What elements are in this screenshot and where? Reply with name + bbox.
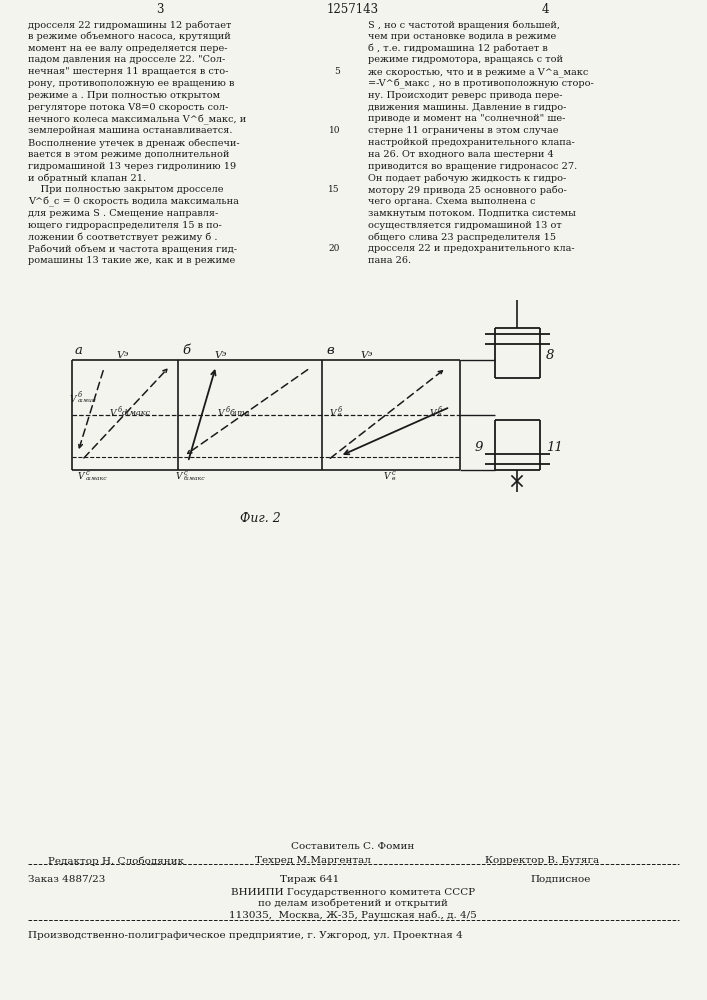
Text: б: б: [182, 344, 190, 357]
Text: V: V: [360, 351, 368, 360]
Text: S , но с частотой вращения большей,: S , но с частотой вращения большей,: [368, 20, 560, 29]
Text: 20: 20: [329, 244, 340, 253]
Text: Тираж 641: Тираж 641: [281, 875, 339, 884]
Text: V: V: [110, 409, 117, 418]
Text: ложении б соответствует режиму б .: ложении б соответствует режиму б .: [28, 232, 218, 242]
Text: режиме гидромотора, вращаясь с той: режиме гидромотора, вращаясь с той: [368, 55, 563, 64]
Text: общего слива 23 распределителя 15: общего слива 23 распределителя 15: [368, 232, 556, 242]
Text: а₁макс: а₁макс: [86, 476, 107, 481]
Text: в: в: [438, 412, 441, 417]
Text: с: с: [86, 469, 90, 477]
Text: Фиг. 2: Фиг. 2: [240, 512, 281, 525]
Text: и обратный клапан 21.: и обратный клапан 21.: [28, 173, 146, 183]
Text: ну. Происходит реверс привода пере-: ну. Происходит реверс привода пере-: [368, 91, 563, 100]
Text: нечная" шестерня 11 вращается в сто-: нечная" шестерня 11 вращается в сто-: [28, 67, 228, 76]
Text: При полностью закрытом дросселе: При полностью закрытом дросселе: [28, 185, 223, 194]
Text: V: V: [218, 409, 225, 418]
Text: вается в этом режиме дополнительной: вается в этом режиме дополнительной: [28, 150, 229, 159]
Text: замкнутым потоком. Подпитка системы: замкнутым потоком. Подпитка системы: [368, 209, 576, 218]
Text: э: э: [124, 350, 128, 358]
Text: d₁макс: d₁макс: [122, 409, 151, 417]
Text: Рабочий объем и частота вращения гид-: Рабочий объем и частота вращения гид-: [28, 244, 237, 254]
Text: V: V: [214, 351, 221, 360]
Text: чего органа. Схема выполнена с: чего органа. Схема выполнена с: [368, 197, 535, 206]
Text: рону, противоположную ее вращению в: рону, противоположную ее вращению в: [28, 79, 235, 88]
Text: 4: 4: [542, 3, 549, 16]
Text: 10: 10: [329, 126, 340, 135]
Text: в режиме объемного насоса, крутящий: в режиме объемного насоса, крутящий: [28, 32, 230, 41]
Text: 3: 3: [156, 3, 164, 16]
Text: V: V: [430, 409, 436, 418]
Text: осуществляется гидромашиной 13 от: осуществляется гидромашиной 13 от: [368, 221, 562, 230]
Text: ющего гидрораспределителя 15 в по-: ющего гидрораспределителя 15 в по-: [28, 221, 222, 230]
Text: Заказ 4887/23: Заказ 4887/23: [28, 875, 105, 884]
Text: 1257143: 1257143: [327, 3, 379, 16]
Text: Редактор Н. Слободяник: Редактор Н. Слободяник: [48, 856, 184, 865]
Text: б: б: [226, 406, 230, 414]
Text: б: б: [438, 406, 442, 414]
Text: 8: 8: [546, 349, 554, 362]
Text: настройкой предохранительного клапа-: настройкой предохранительного клапа-: [368, 138, 575, 147]
Text: а₁мин: а₁мин: [78, 398, 97, 403]
Text: Производственно-полиграфическое предприятие, г. Ужгород, ул. Проектная 4: Производственно-полиграфическое предприя…: [28, 931, 463, 940]
Text: 9: 9: [475, 441, 484, 454]
Text: стерне 11 ограничены в этом случае: стерне 11 ограничены в этом случае: [368, 126, 559, 135]
Text: режиме а . При полностью открытом: режиме а . При полностью открытом: [28, 91, 220, 100]
Text: в: в: [326, 344, 334, 357]
Text: пана 26.: пана 26.: [368, 256, 411, 265]
Text: Техред М.Маргентал: Техред М.Маргентал: [255, 856, 371, 865]
Text: V: V: [116, 351, 124, 360]
Text: приводится во вращение гидронасос 27.: приводится во вращение гидронасос 27.: [368, 162, 577, 171]
Text: на 26. От входного вала шестерни 4: на 26. От входного вала шестерни 4: [368, 150, 554, 159]
Text: мотору 29 привода 25 основного рабо-: мотору 29 привода 25 основного рабо-: [368, 185, 567, 195]
Text: момент на ее валу определяется пере-: момент на ее валу определяется пере-: [28, 44, 228, 53]
Text: б , т.е. гидромашина 12 работает в: б , т.е. гидромашина 12 работает в: [368, 44, 548, 53]
Text: чем при остановке водила в режиме: чем при остановке водила в режиме: [368, 32, 556, 41]
Text: V: V: [330, 409, 337, 418]
Text: дросселя 22 гидромашины 12 работает: дросселя 22 гидромашины 12 работает: [28, 20, 231, 29]
Text: приводе и момент на "солнечной" ше-: приводе и момент на "солнечной" ше-: [368, 114, 566, 123]
Text: V: V: [78, 472, 85, 481]
Text: дросселя 22 и предохранительного кла-: дросселя 22 и предохранительного кла-: [368, 244, 575, 253]
Text: падом давления на дросселе 22. "Сол-: падом давления на дросселе 22. "Сол-: [28, 55, 226, 64]
Text: э: э: [368, 350, 373, 358]
Text: б: б: [338, 406, 342, 414]
Text: Корректор В. Бутяга: Корректор В. Бутяга: [485, 856, 599, 865]
Text: с: с: [392, 469, 396, 477]
Text: 11: 11: [546, 441, 563, 454]
Text: =-V^б_макс , но в противоположную сторо-: =-V^б_макс , но в противоположную сторо-: [368, 79, 594, 89]
Text: по делам изобретений и открытий: по делам изобретений и открытий: [258, 899, 448, 908]
Text: гидромашиной 13 через гидролинию 19: гидромашиной 13 через гидролинию 19: [28, 162, 236, 171]
Text: движения машины. Давление в гидро-: движения машины. Давление в гидро-: [368, 103, 566, 112]
Text: с: с: [184, 469, 188, 477]
Text: б: б: [78, 391, 82, 399]
Text: а: а: [75, 344, 83, 357]
Text: б₁макс: б₁макс: [184, 476, 206, 481]
Text: V: V: [70, 395, 76, 404]
Text: ВНИИПИ Государственного комитета СССР: ВНИИПИ Государственного комитета СССР: [231, 888, 475, 897]
Text: Восполнение утечек в дренаж обеспечи-: Восполнение утечек в дренаж обеспечи-: [28, 138, 240, 147]
Text: V: V: [384, 472, 390, 481]
Text: 113035,  Москва, Ж-35, Раушская наб., д. 4/5: 113035, Москва, Ж-35, Раушская наб., д. …: [229, 910, 477, 920]
Text: же скоростью, что и в режиме а V^а_макс: же скоростью, что и в режиме а V^а_макс: [368, 67, 588, 77]
Text: б₁та: б₁та: [230, 409, 250, 417]
Text: регуляторе потока V8=0 скорость сол-: регуляторе потока V8=0 скорость сол-: [28, 103, 228, 112]
Text: V^б_с = 0 скорость водила максимальна: V^б_с = 0 скорость водила максимальна: [28, 197, 239, 207]
Text: 15: 15: [328, 185, 340, 194]
Text: в: в: [392, 476, 395, 481]
Text: для режима S . Смещение направля-: для режима S . Смещение направля-: [28, 209, 218, 218]
Text: 5: 5: [334, 67, 340, 76]
Text: нечного колеса максимальна V^б_макс, и: нечного колеса максимальна V^б_макс, и: [28, 114, 246, 125]
Text: Он подает рабочую жидкость к гидро-: Он подает рабочую жидкость к гидро-: [368, 173, 566, 183]
Text: землеройная машина останавливается.: землеройная машина останавливается.: [28, 126, 233, 135]
Text: Составитель С. Фомин: Составитель С. Фомин: [291, 842, 414, 851]
Text: б: б: [118, 406, 122, 414]
Text: Подписное: Подписное: [530, 875, 590, 884]
Text: ромашины 13 такие же, как и в режиме: ромашины 13 такие же, как и в режиме: [28, 256, 235, 265]
Text: э: э: [222, 350, 226, 358]
Text: V: V: [176, 472, 182, 481]
Text: в: в: [338, 412, 341, 417]
